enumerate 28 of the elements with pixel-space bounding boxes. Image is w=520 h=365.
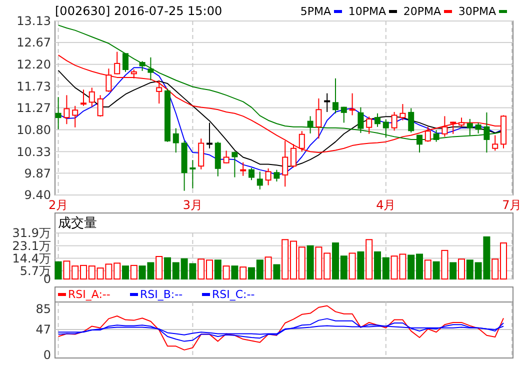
- y-tick-label: 85: [36, 302, 51, 316]
- y-tick-label: 47: [36, 322, 51, 337]
- y-tick-label: 31.9万: [12, 226, 51, 240]
- legend-label: 10PMA: [348, 5, 386, 18]
- x-tick-label: 7月: [502, 198, 520, 212]
- y-tick-label: 14.4万: [12, 251, 51, 266]
- y-tick-label: 9.40: [24, 188, 51, 202]
- legend-label: 5PMA: [300, 5, 332, 18]
- legend-label: 30PMA: [458, 5, 496, 18]
- y-tick-label: 0: [43, 348, 51, 362]
- y-tick-label: 23.1万: [12, 238, 51, 253]
- y-tick-label: 9.87: [24, 166, 51, 180]
- y-tick-label: 12.67: [16, 36, 51, 50]
- legend-label: RSI_C:--: [212, 288, 255, 301]
- legend-label: 20PMA: [403, 5, 442, 18]
- y-tick-label: 10.33: [16, 144, 51, 159]
- legend-label: RSI_B:--: [140, 288, 183, 301]
- x-tick-label: 4月: [376, 198, 396, 212]
- chart-title: [002630] 2016-07-25 15:00: [55, 4, 222, 18]
- y-tick-label: 10.80: [16, 122, 51, 137]
- y-tick-label: 12.20: [16, 58, 51, 72]
- chart-title: 成交量: [58, 215, 97, 231]
- y-tick-label: 13.13: [16, 14, 51, 28]
- y-tick-label: 11.73: [16, 80, 51, 94]
- y-tick-label: 11.27: [16, 100, 51, 115]
- x-tick-label: 2月: [48, 198, 68, 212]
- legend-label: RSI_A:--: [68, 288, 110, 301]
- x-tick-label: 3月: [182, 198, 203, 212]
